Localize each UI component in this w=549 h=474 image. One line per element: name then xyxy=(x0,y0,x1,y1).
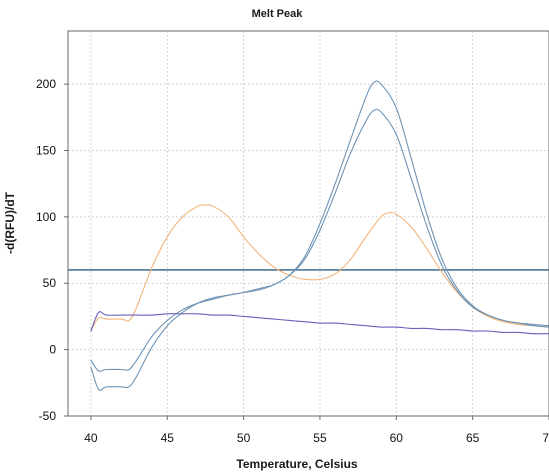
x-tick-label: 70 xyxy=(542,431,549,445)
x-tick-label: 60 xyxy=(390,431,404,445)
y-axis: -50 0 50 100 150 200 xyxy=(36,77,68,423)
x-tick-label: 40 xyxy=(84,431,98,445)
series-line-3 xyxy=(90,108,549,392)
y-tick-label: 0 xyxy=(49,343,56,357)
y-tick-label: 50 xyxy=(43,276,57,290)
x-tick-label: 50 xyxy=(237,431,251,445)
plot-frame xyxy=(67,30,549,417)
x-axis: 40 45 50 55 60 65 70 xyxy=(84,416,549,445)
y-axis-label: -d(RFU)/dT xyxy=(3,191,17,254)
x-tick-label: 45 xyxy=(161,431,175,445)
chart-title: Melt Peak xyxy=(252,8,304,20)
series-line-4 xyxy=(90,311,549,335)
series-line-2 xyxy=(90,80,549,372)
grid-lines xyxy=(68,31,549,417)
y-tick-label: 200 xyxy=(36,77,56,91)
y-tick-label: 100 xyxy=(36,210,56,224)
x-tick-label: 55 xyxy=(313,431,327,445)
y-tick-label: -50 xyxy=(39,409,57,423)
plot-area xyxy=(68,80,549,392)
x-tick-label: 65 xyxy=(466,431,480,445)
y-tick-label: 150 xyxy=(36,143,56,157)
x-axis-label: Temperature, Celsius xyxy=(236,457,357,471)
